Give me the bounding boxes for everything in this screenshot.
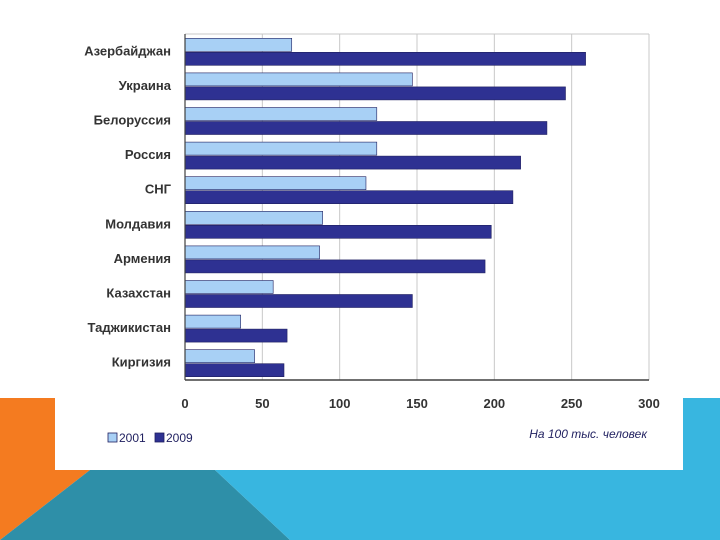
bar-2009-9: [184, 363, 285, 378]
orange-decor-shape: [0, 398, 90, 540]
category-label-3: Россия: [125, 147, 171, 162]
bars: [184, 37, 586, 378]
chart-panel: 0 50 100 150 200 250 300 Азербайджан Украина Бело…: [55, 18, 683, 468]
bar-2001-3: [184, 141, 378, 156]
bar-2001-7: [184, 280, 274, 294]
bar-2009-6: [184, 259, 486, 274]
x-tick-label-200: 200: [483, 396, 505, 411]
x-tick-label-300: 300: [638, 396, 660, 411]
axes: [184, 34, 649, 381]
x-tick-label-150: 150: [406, 396, 428, 411]
x-tick-label-100: 100: [329, 396, 351, 411]
x-tick-label-250: 250: [561, 396, 583, 411]
labels: 0 50 100 150 200 250 300 Азербайджан Украина Бело…: [84, 43, 660, 411]
bar-2009-3: [184, 155, 521, 170]
bar-2009-7: [184, 294, 413, 308]
bar-2009-1: [184, 86, 566, 101]
category-label-7: Казахстан: [106, 286, 171, 301]
category-label-9: Киргизия: [112, 355, 171, 370]
bar-2001-4: [184, 176, 367, 190]
legend: 2001 2009: [107, 431, 193, 445]
legend-swatch-2009: [154, 432, 165, 443]
category-label-8: Таджикистан: [88, 320, 171, 335]
blue-decor-shape: [215, 398, 720, 540]
bar-2001-8: [184, 314, 241, 329]
bar-2001-5: [184, 211, 323, 225]
category-label-4: СНГ: [145, 182, 172, 197]
bar-2001-6: [184, 245, 320, 260]
category-label-1: Украина: [119, 78, 172, 93]
bar-2001-1: [184, 72, 413, 87]
legend-label-2009: 2009: [166, 431, 193, 445]
bar-2001-2: [184, 107, 378, 121]
category-label-0: Азербайджан: [84, 43, 171, 58]
bar-2009-8: [184, 328, 288, 343]
bar-2001-0: [184, 37, 293, 52]
x-axis-unit-label: На 100 тыс. человек: [529, 427, 648, 441]
category-label-6: Армения: [114, 251, 171, 266]
bar-2001-9: [184, 349, 255, 364]
category-label-2: Белоруссия: [94, 113, 171, 128]
x-tick-label-50: 50: [255, 396, 269, 411]
bar-2009-0: [184, 51, 586, 66]
bar-2009-4: [184, 190, 514, 204]
legend-label-2001: 2001: [119, 431, 146, 445]
teal-decor-shape: [0, 470, 290, 540]
legend-swatch-2001: [107, 432, 118, 443]
bar-2009-2: [184, 121, 548, 135]
bar-chart: 0 50 100 150 200 250 300 Азербайджан Украина Бело…: [84, 33, 660, 445]
category-label-5: Молдавия: [105, 216, 171, 231]
x-tick-label-0: 0: [181, 396, 188, 411]
bar-2009-5: [184, 225, 492, 239]
